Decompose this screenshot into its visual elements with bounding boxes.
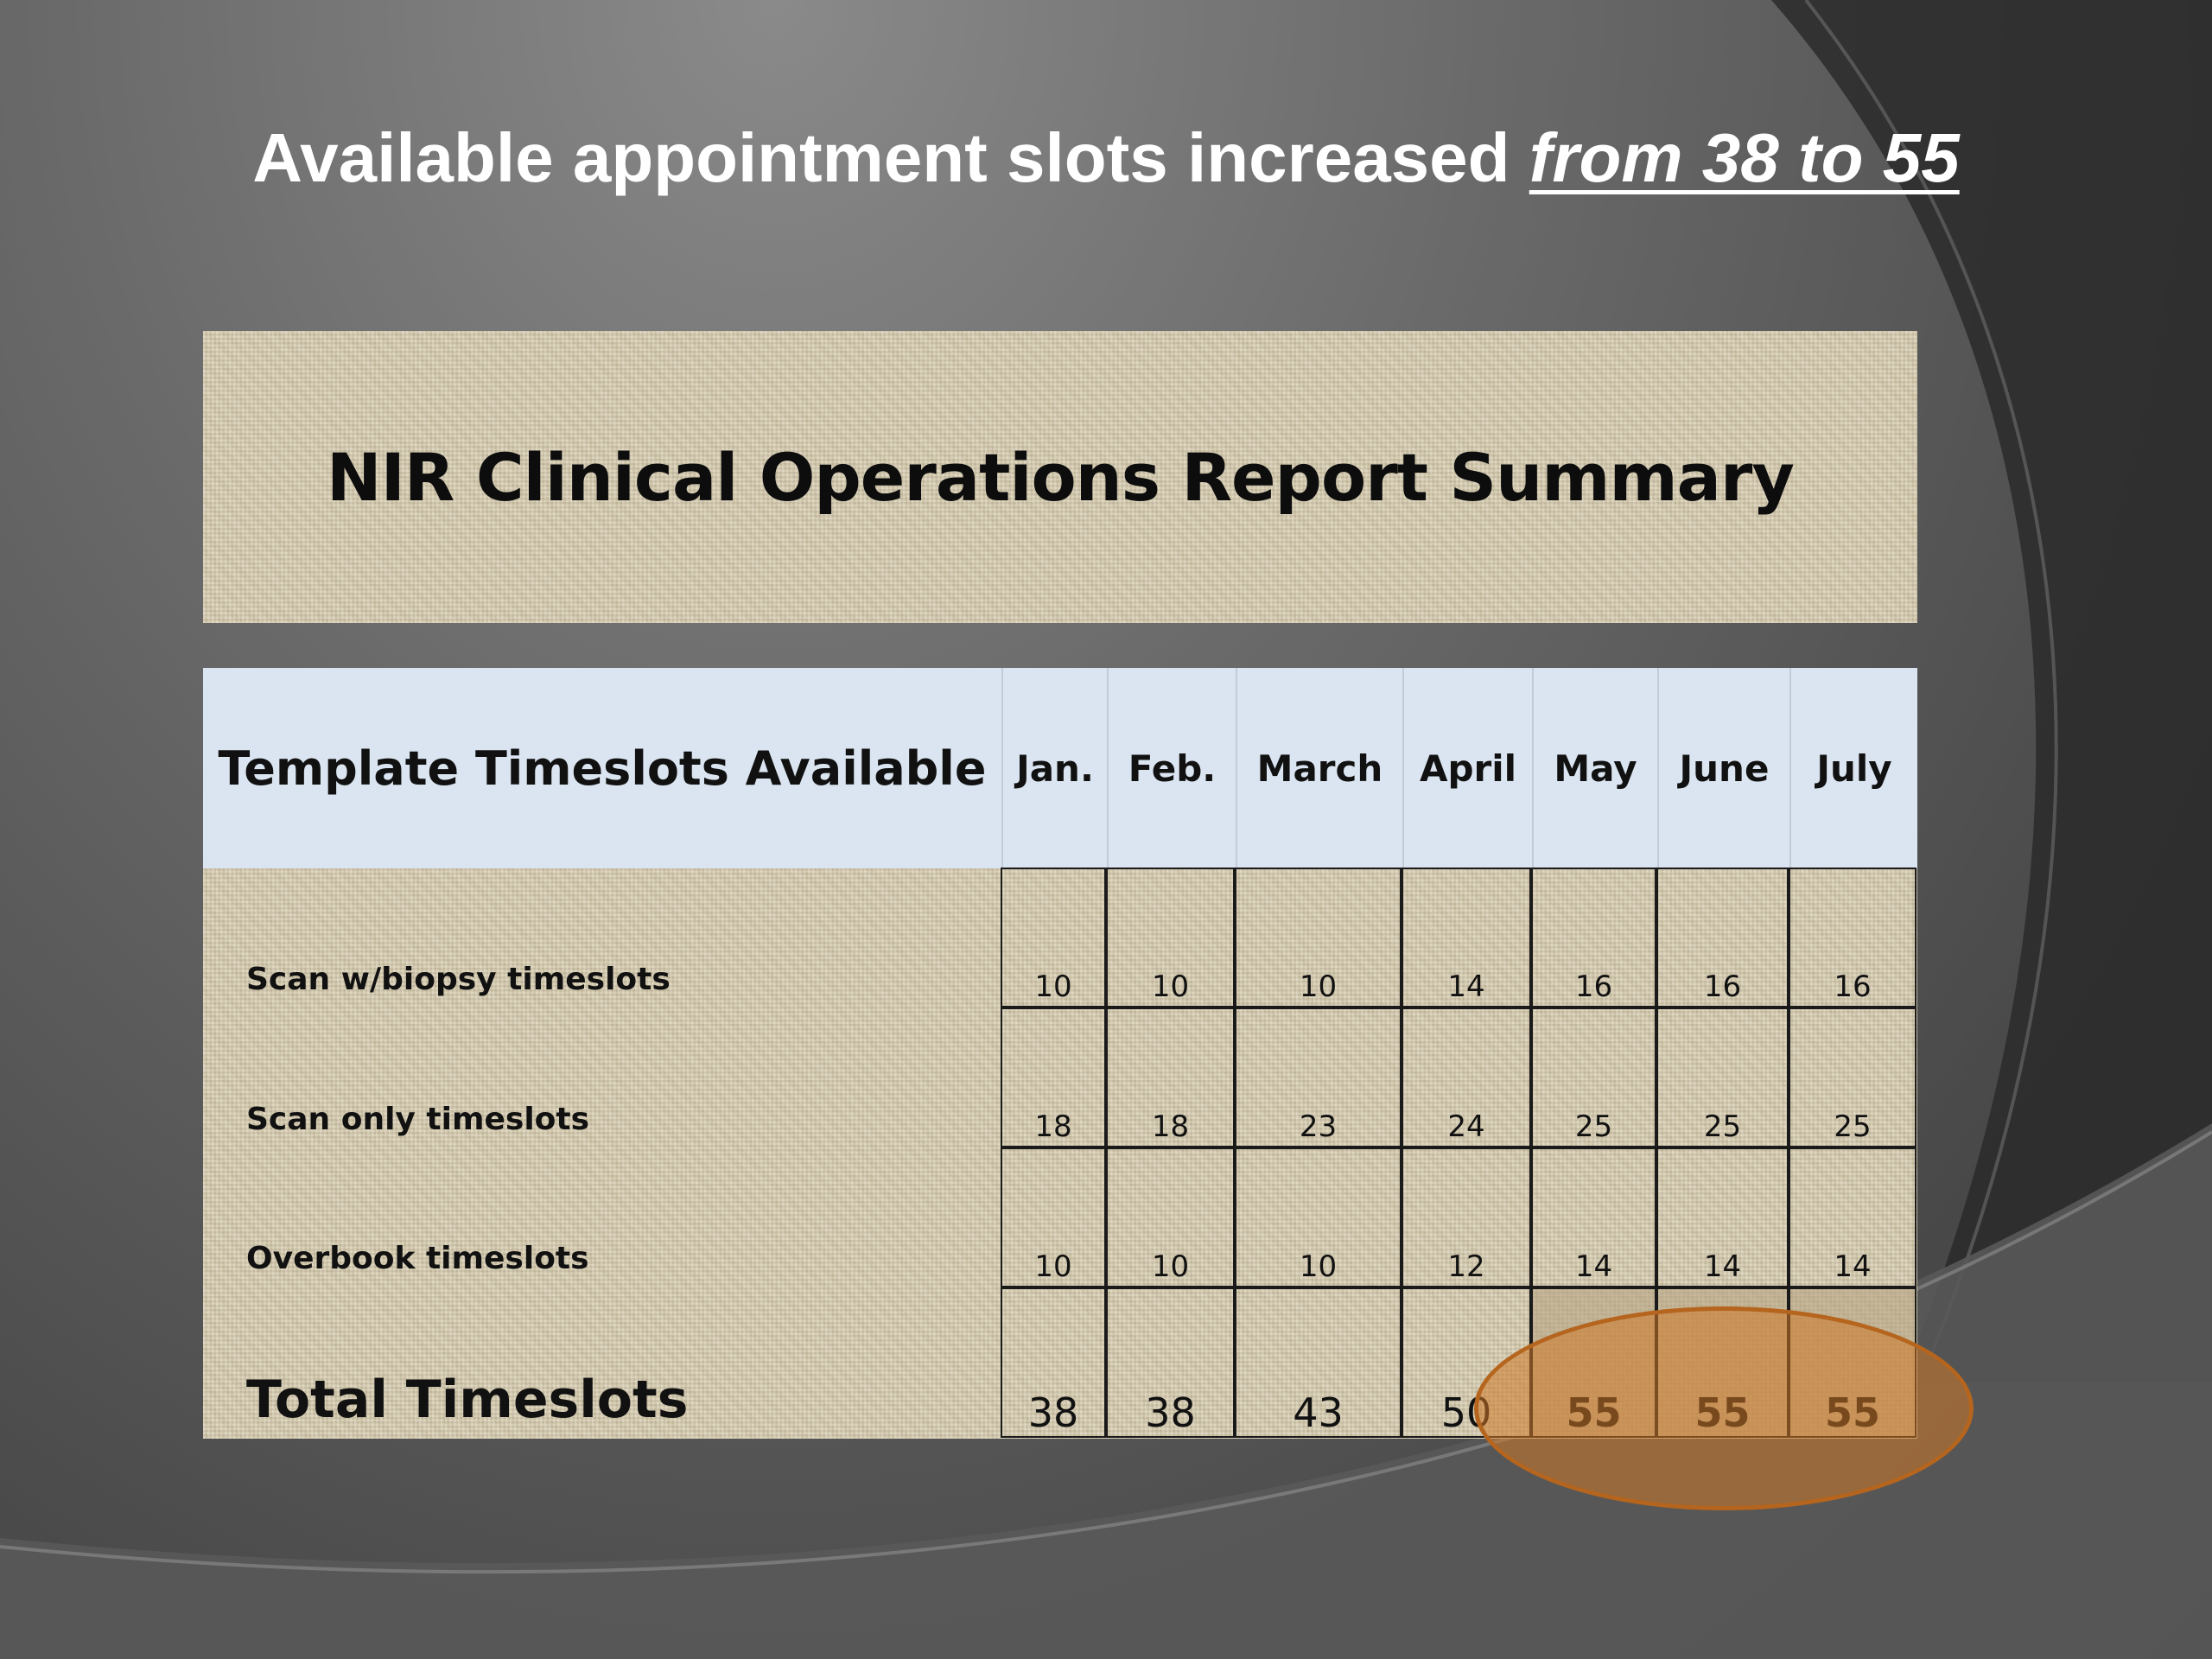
table-cell: 16 (1656, 868, 1789, 1007)
cell-value: 10 (1034, 969, 1072, 1004)
table-cell: 14 (1531, 1147, 1656, 1287)
table-header-label: Template Timeslots Available (218, 741, 987, 796)
cell-value: 10 (1299, 1249, 1338, 1284)
cell-value: 14 (1574, 1249, 1613, 1284)
cell-value: 18 (1034, 1109, 1072, 1144)
cell-value: 16 (1574, 969, 1613, 1004)
cell-value: 14 (1703, 1249, 1742, 1284)
table-cell: 18 (1106, 1007, 1235, 1147)
cell-value: 10 (1151, 969, 1190, 1004)
table-cell: 10 (1235, 1147, 1402, 1287)
table-cell: 14 (1656, 1147, 1789, 1287)
cell-value: 14 (1834, 1249, 1872, 1284)
table-cell: 25 (1531, 1007, 1656, 1147)
report-header: NIR Clinical Operations Report Summary (203, 331, 1917, 623)
table-cell: 24 (1402, 1007, 1531, 1147)
table-cell: 16 (1531, 868, 1656, 1007)
cell-value: 18 (1151, 1109, 1190, 1144)
report-title: NIR Clinical Operations Report Summary (327, 438, 1795, 516)
table-cell: 23 (1235, 1007, 1402, 1147)
table-cell-total: 38 (1106, 1287, 1235, 1438)
cell-value: 16 (1703, 969, 1742, 1004)
cell-value: 10 (1151, 1249, 1190, 1284)
cell-value: 25 (1574, 1109, 1613, 1144)
slide-title-main: Available appointment slots increased (252, 119, 1529, 196)
month-header-april: April (1402, 668, 1532, 868)
highlight-ellipse (1474, 1306, 1974, 1510)
month-header-jan: Jan. (1001, 668, 1107, 868)
table-cell: 10 (1001, 1147, 1106, 1287)
table-cell: 10 (1106, 868, 1235, 1007)
month-header-may: May (1532, 668, 1657, 868)
table-cell: 18 (1001, 1007, 1106, 1147)
table-cell: 12 (1402, 1147, 1531, 1287)
table-cell: 25 (1656, 1007, 1789, 1147)
table-cell: 10 (1106, 1147, 1235, 1287)
table-cell: 14 (1789, 1147, 1916, 1287)
table-cell: 10 (1235, 868, 1402, 1007)
month-header-july: July (1789, 668, 1917, 868)
row-label-scan-only: Scan only timeslots (246, 1102, 590, 1137)
cell-value: 10 (1034, 1249, 1072, 1284)
cell-value: 23 (1299, 1109, 1338, 1144)
cell-value: 25 (1834, 1109, 1872, 1144)
month-header-march: March (1236, 668, 1402, 868)
cell-value: 12 (1447, 1249, 1485, 1284)
cell-value: 14 (1447, 969, 1485, 1004)
month-header-june: June (1657, 668, 1789, 868)
cell-value: 16 (1834, 969, 1872, 1004)
cell-value: 24 (1447, 1109, 1485, 1144)
cell-value: 43 (1293, 1389, 1344, 1436)
table-cell: 16 (1789, 868, 1916, 1007)
row-label-total: Total Timeslots (246, 1370, 689, 1430)
slide-title: Available appointment slots increased fr… (0, 111, 2212, 206)
table-cell-total: 43 (1235, 1287, 1402, 1438)
month-header-feb: Feb. (1107, 668, 1236, 868)
table-header-row: Template Timeslots Available Jan. Feb. M… (203, 668, 1917, 868)
row-label-scan-biopsy: Scan w/biopsy timeslots (246, 962, 671, 997)
cell-value: 10 (1299, 969, 1338, 1004)
row-label-overbook: Overbook timeslots (246, 1241, 589, 1276)
cell-value: 25 (1703, 1109, 1742, 1144)
cell-value: 38 (1027, 1389, 1079, 1436)
cell-value: 38 (1145, 1389, 1196, 1436)
table-cell: 25 (1789, 1007, 1916, 1147)
slide-title-emphasis: from 38 to 55 (1529, 119, 1960, 196)
table-cell: 14 (1402, 868, 1531, 1007)
table-cell: 10 (1001, 868, 1106, 1007)
table-cell-total: 38 (1001, 1287, 1106, 1438)
